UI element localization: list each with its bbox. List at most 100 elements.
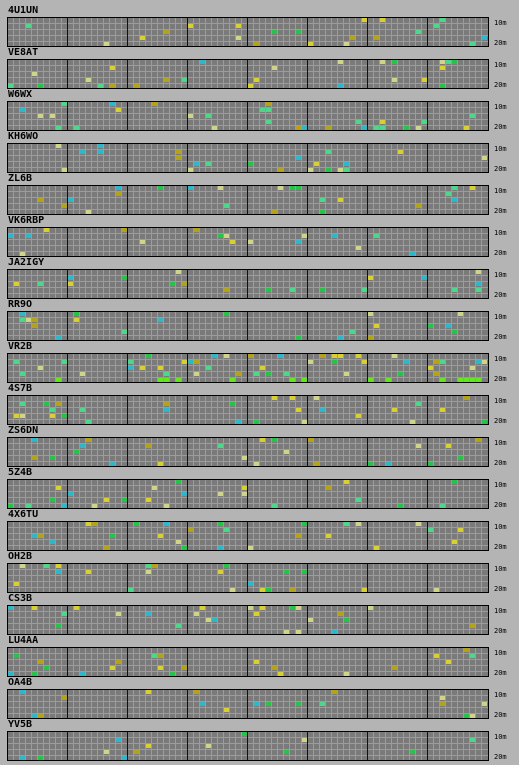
grid-column-line [469, 102, 470, 130]
grid-column-line [13, 102, 14, 130]
grid-column-line [475, 396, 476, 424]
signal-cell [194, 360, 199, 364]
grid-column-line [439, 606, 440, 634]
grid-column-line [337, 606, 338, 634]
grid-column-line [277, 354, 278, 382]
grid-column-line [241, 564, 242, 592]
hour-divider [307, 270, 308, 298]
grid-column-line [145, 564, 146, 592]
grid-column-line [73, 606, 74, 634]
grid-column-line [283, 312, 284, 340]
signal-cell [278, 354, 283, 358]
hour-divider [127, 102, 128, 130]
grid-column-line [115, 606, 116, 634]
grid-column-line [73, 522, 74, 550]
grid-column-line [193, 480, 194, 508]
signal-cell [476, 270, 481, 274]
signal-cell [146, 744, 151, 748]
signal-cell [44, 228, 49, 232]
grid-column-line [133, 102, 134, 130]
activity-grid [7, 59, 489, 89]
grid-column-line [409, 270, 410, 298]
grid-column-line [79, 102, 80, 130]
grid-column-line [397, 396, 398, 424]
grid-column-line [373, 312, 374, 340]
grid-column-line [271, 732, 272, 760]
signal-cell [236, 24, 241, 28]
grid-column-line [175, 186, 176, 214]
grid-column-line [349, 186, 350, 214]
signal-cell [272, 66, 277, 70]
grid-column-line [73, 102, 74, 130]
signal-cell [416, 30, 421, 34]
grid-column-line [337, 270, 338, 298]
grid-column-line [283, 732, 284, 760]
grid-row-line [8, 281, 488, 282]
grid-column-line [295, 648, 296, 676]
grid-column-line [151, 732, 152, 760]
signal-cell [392, 354, 397, 358]
activity-grid [7, 311, 489, 341]
grid-column-line [61, 606, 62, 634]
grid-column-line [403, 18, 404, 46]
band-label-10m: 10m [494, 313, 507, 321]
grid-column-line [217, 438, 218, 466]
grid-column-line [61, 396, 62, 424]
grid-column-line [271, 564, 272, 592]
station-panel: RR9O 10m 20m [0, 299, 519, 341]
signal-cell [284, 450, 289, 454]
signal-cell [176, 156, 181, 160]
signal-cell [302, 378, 307, 382]
signal-cell [230, 588, 235, 592]
station-panel: YV5B 10m 20m [0, 719, 519, 761]
signal-cell [440, 360, 445, 364]
grid-column-line [223, 606, 224, 634]
signal-cell [188, 528, 193, 532]
grid-column-line [439, 144, 440, 172]
signal-cell [254, 612, 259, 616]
grid-column-line [61, 522, 62, 550]
hour-divider [307, 18, 308, 46]
signal-cell [344, 480, 349, 484]
grid-column-line [331, 60, 332, 88]
grid-column-line [313, 144, 314, 172]
grid-column-line [157, 732, 158, 760]
signal-cell [326, 168, 331, 172]
signal-cell [440, 18, 445, 22]
grid-column-line [91, 480, 92, 508]
signal-cell [338, 60, 343, 64]
grid-column-line [319, 438, 320, 466]
grid-column-line [361, 102, 362, 130]
grid-column-line [349, 522, 350, 550]
grid-column-line [451, 60, 452, 88]
grid-column-line [151, 60, 152, 88]
station-name: W6WX [8, 89, 33, 100]
grid-column-line [283, 648, 284, 676]
grid-row-line [8, 125, 488, 126]
signal-cell [32, 438, 37, 442]
grid-column-line [121, 228, 122, 256]
signal-cell [296, 630, 301, 634]
signal-cell [398, 150, 403, 154]
grid-column-line [199, 606, 200, 634]
grid-row-line [8, 83, 488, 84]
grid-column-line [13, 522, 14, 550]
grid-column-line [115, 396, 116, 424]
grid-column-line [241, 732, 242, 760]
grid-column-line [289, 18, 290, 46]
grid-column-line [475, 564, 476, 592]
signal-cell [248, 546, 253, 550]
grid-column-line [103, 606, 104, 634]
grid-column-line [211, 564, 212, 592]
grid-column-line [391, 354, 392, 382]
grid-column-line [415, 606, 416, 634]
signal-cell [434, 654, 439, 658]
grid-column-line [349, 270, 350, 298]
grid-column-line [103, 732, 104, 760]
grid-column-line [55, 312, 56, 340]
signal-cell [194, 690, 199, 694]
grid-column-line [103, 144, 104, 172]
grid-row-line [8, 743, 488, 744]
grid-column-line [115, 270, 116, 298]
grid-column-line [265, 102, 266, 130]
